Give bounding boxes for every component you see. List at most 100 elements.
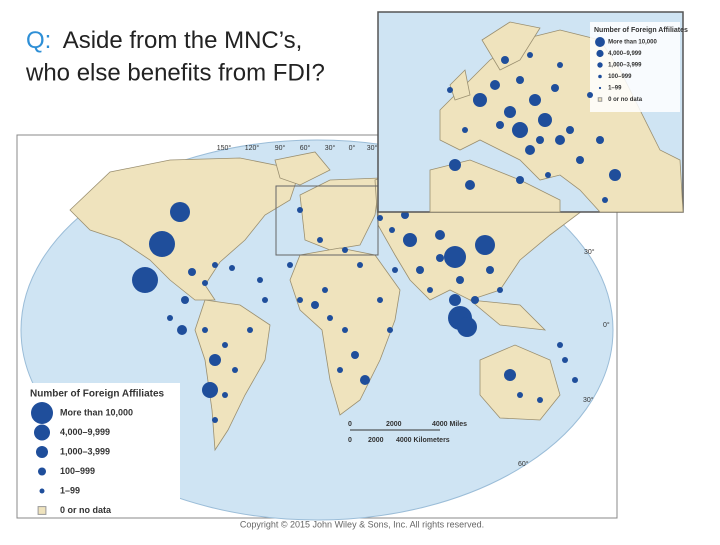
affiliate-dot — [262, 297, 268, 303]
affiliate-dot — [167, 315, 173, 321]
affiliate-dot — [517, 392, 523, 398]
affiliate-dot — [377, 297, 383, 303]
longitude-label: 150° — [217, 144, 232, 152]
inset-outline — [275, 185, 379, 256]
affiliate-dot — [496, 121, 504, 129]
affiliate-dot — [212, 417, 218, 423]
europe — [299, 177, 381, 251]
latitude-labels: 30° 0° 30° 60° — [518, 248, 610, 468]
latitude-label: 30° — [584, 248, 595, 256]
affiliate-dot — [209, 354, 221, 366]
affiliate-dot — [188, 268, 196, 276]
title-line: Aside from the MNC’s, — [63, 27, 303, 54]
affiliate-dot — [229, 265, 235, 271]
affiliate-dot — [545, 172, 551, 178]
affiliate-dot — [357, 262, 363, 268]
legend-symbol — [598, 74, 602, 79]
inset-map: Number of Foreign Affiliates More than 1… — [377, 11, 688, 213]
affiliate-dot — [342, 327, 348, 333]
inset-legend-box — [590, 22, 680, 112]
longitude-label: 30° — [325, 144, 336, 152]
scale-label: 4000 Kilometers — [396, 437, 450, 444]
affiliate-dot — [504, 106, 516, 118]
affiliate-dot — [401, 211, 409, 219]
affiliate-dot — [449, 159, 461, 171]
legend-symbol — [598, 86, 602, 90]
affiliate-dot — [311, 301, 319, 309]
legend-label: 0 or no data — [60, 505, 112, 515]
affiliate-dot — [587, 92, 593, 98]
affiliate-dot — [222, 392, 228, 398]
legend-label: 0 or no data — [608, 97, 643, 103]
longitude-label: 90° — [275, 144, 286, 152]
legend-label: 100–999 — [608, 74, 632, 80]
affiliate-dot — [342, 247, 348, 253]
affiliate-dot — [181, 296, 189, 304]
affiliate-dot — [557, 342, 563, 348]
legend-label: 1–99 — [60, 485, 80, 495]
affiliate-dot — [512, 122, 528, 138]
affiliate-dot — [456, 276, 464, 284]
legend-symbol — [597, 62, 603, 68]
affiliate-dot — [232, 367, 238, 373]
affiliate-dot — [351, 351, 359, 359]
affiliate-dot — [327, 315, 333, 321]
affiliate-dot — [389, 227, 395, 233]
legend-label: More than 10,000 — [608, 40, 657, 46]
inset-legend-title: Number of Foreign Affiliates — [594, 27, 688, 34]
affiliate-dot — [177, 325, 187, 335]
north-africa — [429, 159, 561, 213]
footer: Copyright © 2015 John Wiley & Sons, Inc.… — [240, 519, 484, 529]
longitude-label: 60° — [300, 144, 311, 152]
affiliate-dot — [516, 176, 524, 184]
greenland — [274, 151, 331, 186]
legend-symbol — [597, 97, 603, 102]
legend: More than 10,000 4,000–9,999 1,000–3,999 10… — [31, 402, 133, 515]
legend-label: 1–99 — [608, 86, 622, 92]
affiliate-dot — [202, 280, 208, 286]
affiliate-dot — [317, 237, 323, 243]
affiliate-dot — [247, 327, 253, 333]
affiliate-dot — [447, 87, 453, 93]
scale-label: 0 — [348, 421, 352, 428]
legend-symbol — [36, 446, 48, 458]
legend-label: 1,000–3,999 — [608, 63, 642, 69]
affiliate-dot — [360, 375, 370, 385]
affiliate-dot — [297, 297, 303, 303]
affiliate-dot — [202, 382, 218, 398]
affiliate-dot — [392, 267, 398, 273]
affiliate-dot — [427, 287, 433, 293]
inset-legend: More than 10,000 4,000–9,999 1,000–3,999 10… — [595, 37, 657, 103]
affiliate-dot — [465, 180, 475, 190]
affiliate-dot — [527, 52, 533, 58]
affiliate-dot — [212, 262, 218, 268]
indonesia — [468, 299, 547, 331]
affiliate-dot — [149, 231, 175, 257]
title-line: who else benefits from FDI? — [25, 59, 325, 86]
legend-symbol — [34, 424, 50, 441]
affiliate-dot — [576, 156, 584, 164]
legend-label: 100–999 — [60, 466, 95, 476]
longitude-label: 120° — [245, 144, 260, 152]
legend-symbol — [39, 488, 45, 494]
affiliate-dot — [132, 267, 158, 293]
affiliate-dot — [497, 287, 503, 293]
longitude-label: 0° — [349, 144, 356, 152]
affiliate-dot — [222, 342, 228, 348]
affiliate-dot — [555, 135, 565, 145]
legend-label: 4,000–9,999 — [608, 51, 642, 57]
affiliate-dot — [602, 197, 608, 203]
affiliate-dot — [377, 215, 383, 221]
affiliate-dot — [322, 287, 328, 293]
affiliate-dot — [473, 93, 487, 107]
affiliate-dot — [562, 357, 568, 363]
affiliate-dot — [471, 296, 479, 304]
north-america — [69, 157, 301, 301]
affiliate-dot — [536, 136, 544, 144]
scandinavia — [481, 21, 541, 71]
legend-symbol — [31, 402, 53, 424]
affiliate-dot — [501, 56, 509, 64]
affiliate-dot — [609, 169, 621, 181]
affiliate-dot — [462, 127, 468, 133]
scale-label: 2000 — [368, 437, 384, 444]
